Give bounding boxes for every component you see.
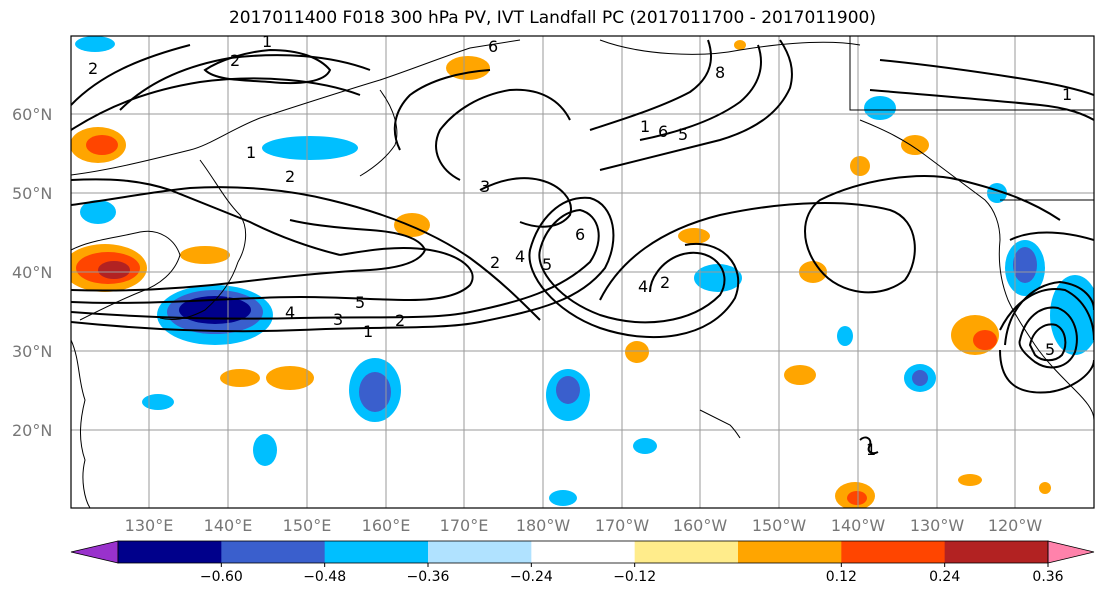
svg-text:1: 1 <box>640 117 650 136</box>
colorbar-swatch <box>118 541 222 563</box>
plot-frame <box>70 35 1095 509</box>
colorbar-label: −0.60 <box>200 569 243 585</box>
lon-label: 140°W <box>831 516 886 535</box>
colorbar-label: 0.12 <box>826 569 857 585</box>
shading-layer <box>71 36 1094 508</box>
svg-text:4: 4 <box>285 303 295 322</box>
colorbar-swatch <box>221 541 326 563</box>
lon-label: 120°W <box>988 516 1043 535</box>
svg-text:6: 6 <box>488 37 498 56</box>
svg-text:1: 1 <box>262 32 272 51</box>
svg-text:5: 5 <box>355 293 365 312</box>
svg-text:2: 2 <box>490 253 500 272</box>
colorbar-extend-high <box>1047 540 1095 564</box>
neg-anomaly-okhotsk <box>262 136 358 160</box>
colorbar-swatch <box>428 541 532 563</box>
svg-text:2: 2 <box>88 59 98 78</box>
map-title: 2017011400 F018 300 hPa PV, IVT Landfall… <box>228 8 876 28</box>
lon-label: 130°W <box>910 516 965 535</box>
svg-text:4: 4 <box>515 247 525 266</box>
svg-text:6: 6 <box>575 225 585 244</box>
svg-text:4: 4 <box>638 277 648 296</box>
svg-text:1: 1 <box>363 322 373 341</box>
colorbar-label: 0.24 <box>929 569 960 585</box>
pv-contours <box>71 39 1094 455</box>
svg-text:1: 1 <box>866 440 876 459</box>
lat-label: 30°N <box>12 342 52 361</box>
lon-label: 180°W <box>516 516 571 535</box>
svg-text:6: 6 <box>658 122 668 141</box>
lon-label: 130°E <box>125 516 174 535</box>
colorbar-label: 0.36 <box>1032 569 1063 585</box>
svg-text:2: 2 <box>395 311 405 330</box>
svg-text:3: 3 <box>333 310 343 329</box>
svg-text:1: 1 <box>246 143 256 162</box>
lon-label: 170°W <box>595 516 650 535</box>
lon-label: 150°W <box>752 516 807 535</box>
svg-text:3: 3 <box>480 177 490 196</box>
colorbar: −0.60−0.48−0.36−0.24−0.120.120.240.360.4… <box>70 540 1095 585</box>
colorbar-label: −0.48 <box>303 569 346 585</box>
lat-label: 50°N <box>12 184 52 203</box>
colorbar-extend-low <box>70 540 119 564</box>
svg-text:5: 5 <box>678 125 688 144</box>
colorbar-border <box>117 540 1049 564</box>
lat-label: 60°N <box>12 105 52 124</box>
svg-text:2: 2 <box>660 273 670 292</box>
colorbar-swatch <box>634 541 739 563</box>
contour-labels: 1 2 2 1 2 3 4 5 3 1 2 2 4 5 6 4 2 6 1 6 … <box>88 32 1072 459</box>
lon-label: 150°E <box>283 516 332 535</box>
lon-label: 170°E <box>440 516 489 535</box>
colorbar-label: −0.36 <box>407 569 450 585</box>
coastlines <box>71 36 1094 508</box>
colorbar-swatch <box>944 541 1049 563</box>
neg-anomaly-cutoff <box>694 264 742 292</box>
svg-text:2: 2 <box>230 51 240 70</box>
svg-text:5: 5 <box>542 255 552 274</box>
longitude-labels: 130°E 140°E 150°E 160°E 170°E 180°W 170°… <box>125 516 1043 535</box>
lon-label: 160°E <box>362 516 411 535</box>
svg-text:5: 5 <box>1045 340 1055 359</box>
latitude-labels: 60°N 50°N 40°N 30°N 20°N <box>12 105 52 440</box>
colorbar-swatch <box>738 541 842 563</box>
colorbar-label: −0.24 <box>510 569 553 585</box>
svg-text:2: 2 <box>285 167 295 186</box>
svg-text:8: 8 <box>715 63 725 82</box>
lon-label: 160°W <box>673 516 728 535</box>
colorbar-label: −0.12 <box>613 569 656 585</box>
colorbar-swatch <box>841 541 946 563</box>
colorbar-swatch <box>531 541 636 563</box>
lat-label: 40°N <box>12 263 52 282</box>
lat-label: 20°N <box>12 421 52 440</box>
lon-label: 140°E <box>204 516 253 535</box>
svg-text:1: 1 <box>1062 85 1072 104</box>
colorbar-swatch <box>324 541 429 563</box>
